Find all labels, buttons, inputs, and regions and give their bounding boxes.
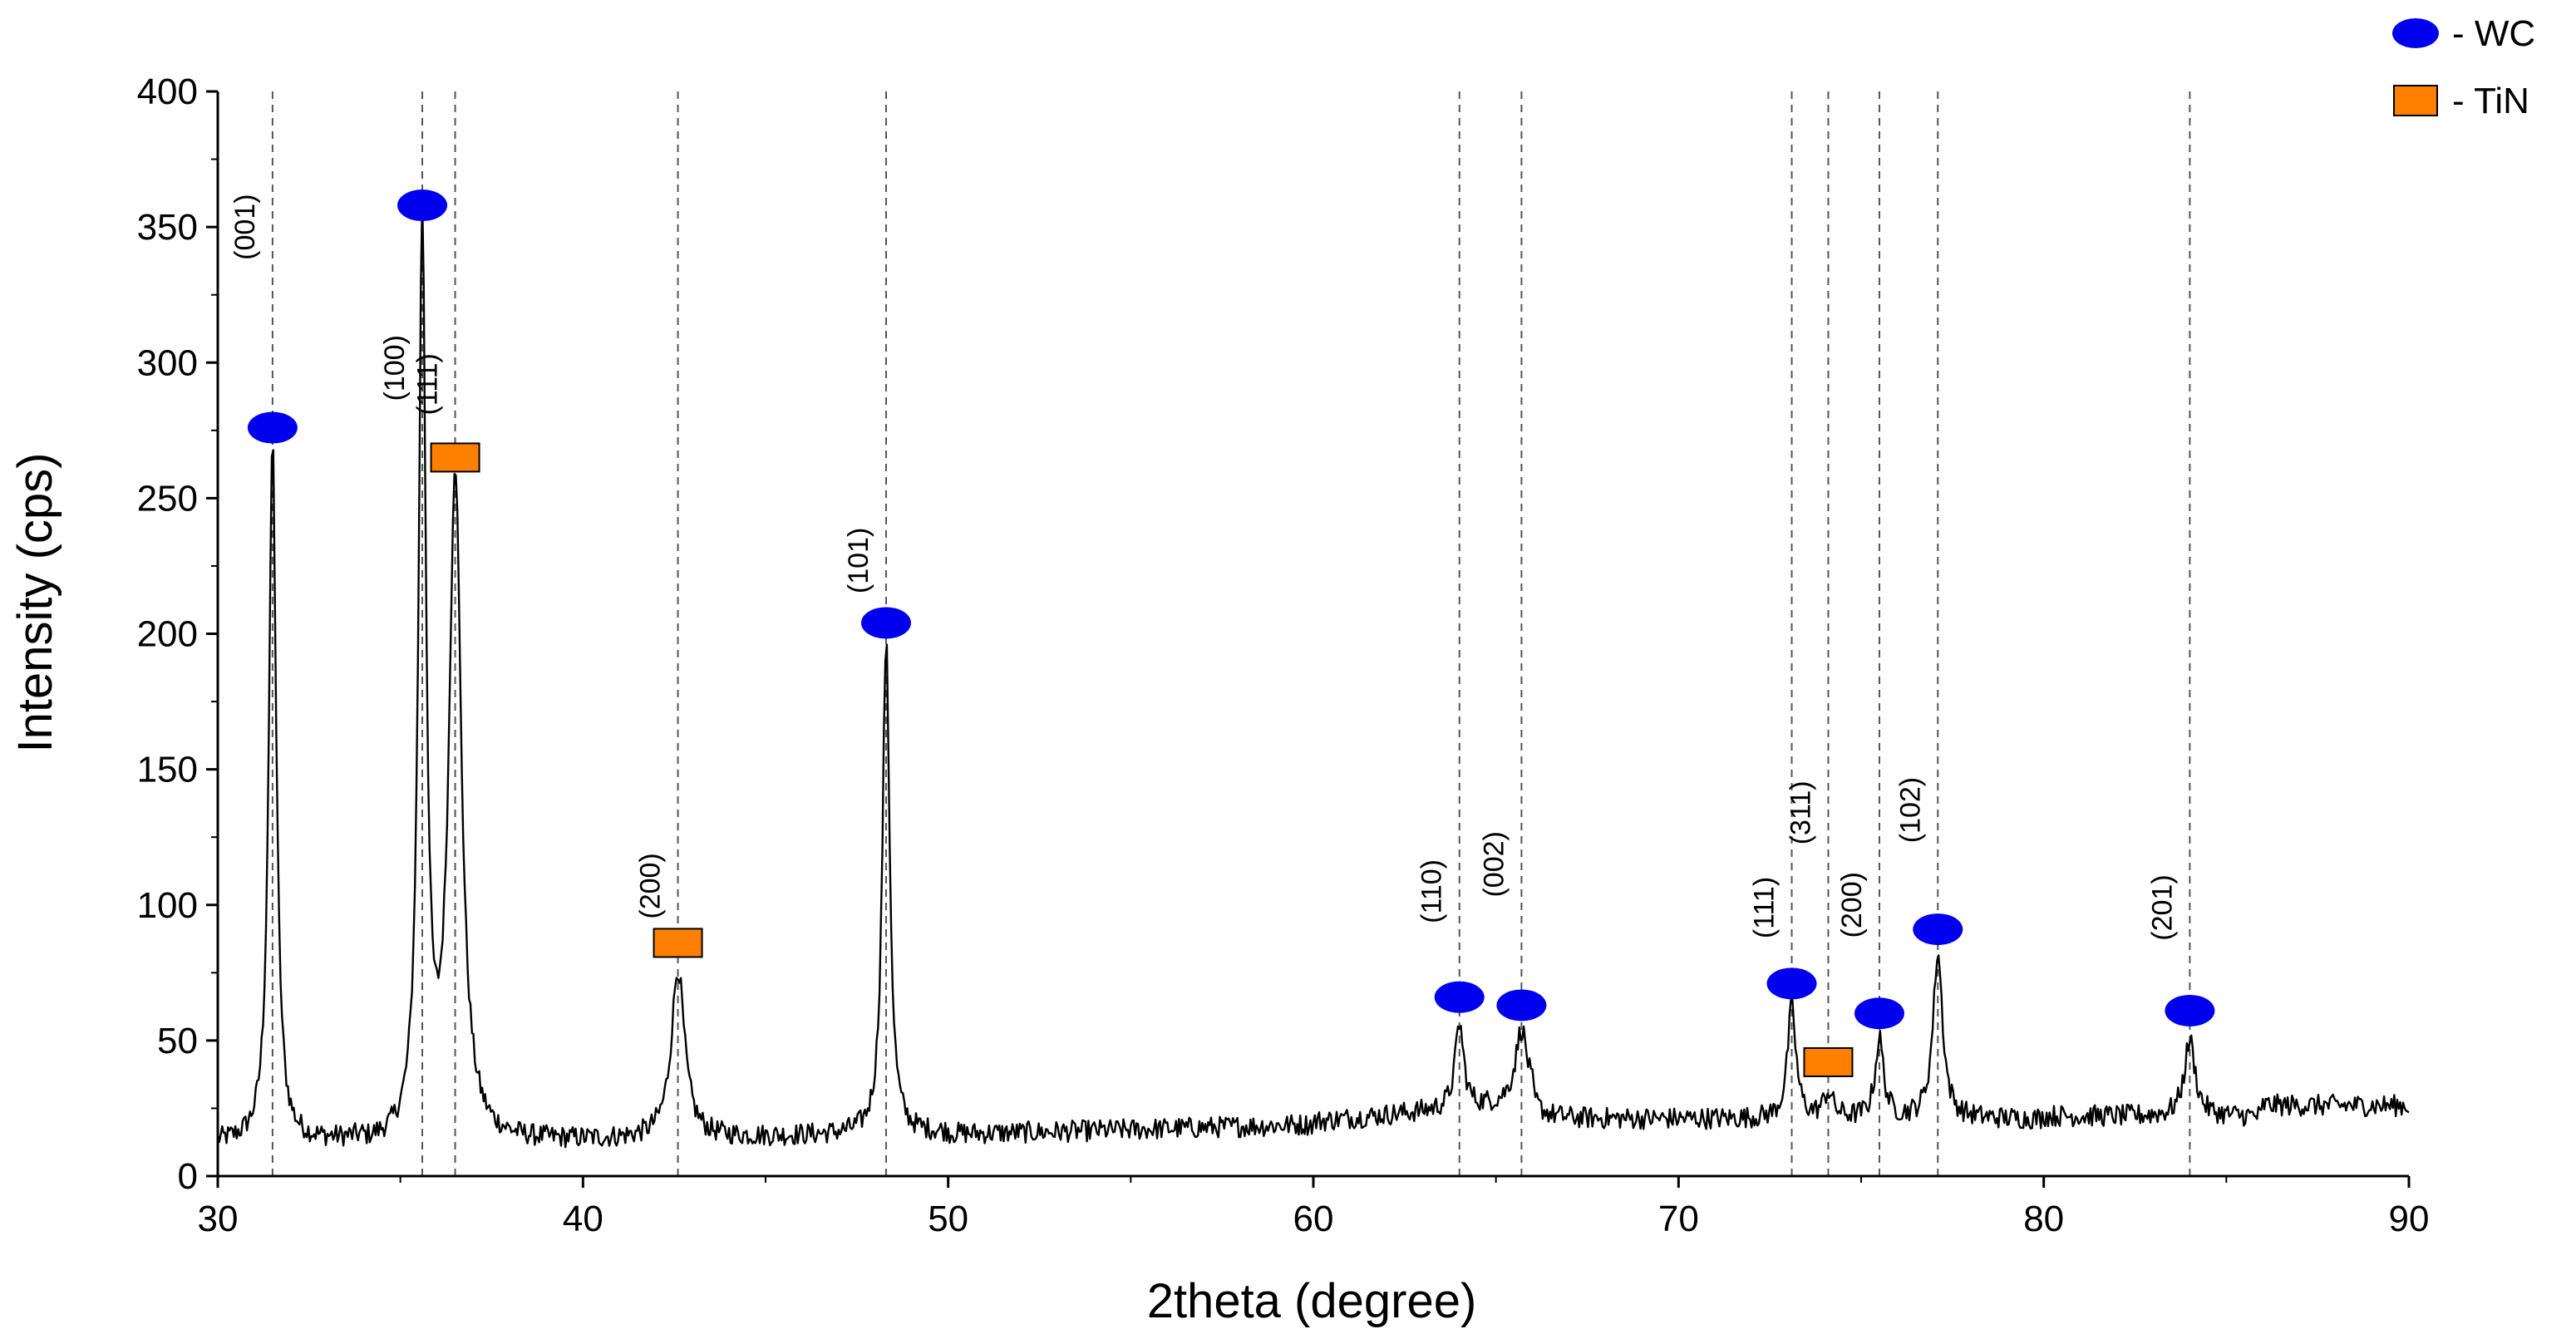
- tin-marker: [430, 442, 480, 473]
- legend-tin-label: - TiN: [2452, 81, 2529, 121]
- x-tick-label: 50: [928, 1199, 968, 1239]
- y-tick-label: 350: [137, 207, 198, 248]
- phase-markers: [247, 190, 2215, 1077]
- hkl-label: (100): [379, 335, 411, 401]
- wc-marker: [1854, 997, 1904, 1030]
- legend: - WC - TiN: [2392, 13, 2535, 121]
- x-tick-label: 30: [198, 1199, 239, 1239]
- legend-wc-marker: [2392, 18, 2439, 48]
- hkl-label: (201): [2146, 874, 2178, 940]
- tin-marker: [1803, 1046, 1854, 1077]
- hkl-label: (110): [1416, 859, 1448, 923]
- legend-tin-marker: [2393, 85, 2438, 116]
- y-tick-label: 250: [137, 478, 198, 519]
- hkl-label: (002): [1478, 831, 1510, 897]
- y-tick-label: 400: [137, 71, 198, 112]
- hkl-labels: (001)(100) (111)(200)(101)(110) (002)(111)…: [229, 194, 2178, 940]
- wc-marker: [1913, 913, 1963, 946]
- wc-marker: [1434, 981, 1485, 1013]
- hkl-label: (101): [843, 528, 874, 593]
- y-tick-label: 300: [137, 342, 198, 383]
- wc-marker: [860, 607, 911, 639]
- legend-wc-label: - WC: [2452, 13, 2535, 54]
- xrd-pattern-line: [216, 196, 2410, 1149]
- x-tick-label: 40: [563, 1199, 603, 1239]
- data-series: [216, 196, 2410, 1149]
- tin-marker: [653, 928, 703, 958]
- x-tick-label: 70: [1658, 1199, 1699, 1239]
- hkl-label: (200): [1836, 872, 1868, 938]
- hkl-label: (200): [635, 853, 667, 918]
- x-tick-label: 90: [2389, 1199, 2430, 1239]
- x-axis-title: 2theta (degree): [1147, 1274, 1477, 1328]
- y-tick-label: 200: [137, 614, 198, 655]
- wc-marker: [1766, 967, 1817, 1000]
- y-tick-label: 50: [157, 1021, 198, 1061]
- y-axis-title: Intensity (cps): [8, 453, 62, 753]
- y-tick-label: 0: [178, 1156, 198, 1197]
- hkl-label: (001): [229, 194, 261, 259]
- hkl-label: (102): [1894, 777, 1926, 843]
- y-tick-label: 100: [137, 885, 198, 926]
- wc-marker: [247, 411, 298, 444]
- x-tick-label: 80: [2023, 1199, 2064, 1239]
- wc-marker: [397, 190, 448, 222]
- wc-marker: [2165, 994, 2215, 1026]
- axes: 0 50 100 150 200 250 300 350 400 30 40 50 60 70 80 90: [137, 71, 2430, 1239]
- hkl-label: (111): [1749, 877, 1781, 938]
- wc-marker: [1496, 989, 1547, 1021]
- hkl-label: (111): [412, 353, 444, 415]
- hkl-label: (311): [1785, 780, 1816, 844]
- y-tick-label: 150: [137, 750, 198, 790]
- x-tick-label: 60: [1293, 1199, 1334, 1239]
